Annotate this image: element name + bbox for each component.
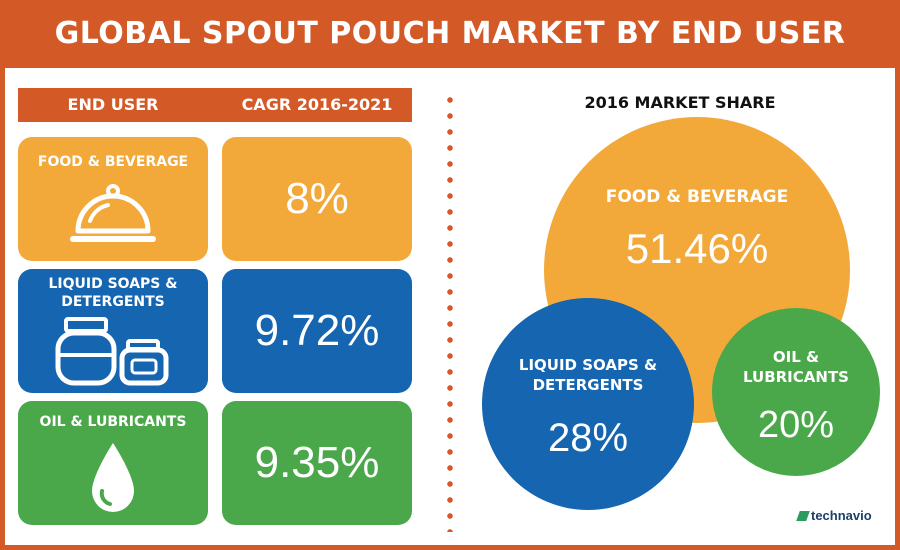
brand-mark-icon: [796, 510, 810, 521]
cagr-card-soaps: 9.72%: [222, 269, 412, 393]
bubble-food-label: FOOD & BEVERAGE: [605, 187, 789, 207]
end-user-card-oil: OIL & LUBRICANTS: [18, 401, 208, 525]
dotted-divider: [447, 92, 453, 532]
bubble-oil: OIL & LUBRICANTS 20%: [712, 308, 880, 476]
oil-drop-icon: [92, 443, 134, 512]
cagr-card-oil: 9.35%: [222, 401, 412, 525]
bubble-soaps: LIQUID SOAPS & DETERGENTS 28%: [482, 298, 694, 510]
end-user-card-food: FOOD & BEVERAGE: [18, 137, 208, 261]
detergent-jars-icon: [55, 317, 169, 386]
cagr-value: 8%: [285, 174, 349, 223]
bubble-oil-label: OIL &: [772, 348, 820, 366]
bubble-food-value: 51.46%: [625, 225, 769, 272]
bubble-soaps-value: 28%: [547, 416, 629, 460]
cagr-value: 9.35%: [254, 438, 380, 487]
serving-cloche-icon: [70, 184, 156, 242]
header-end-user: END USER: [18, 88, 208, 122]
market-share-title: 2016 MARKET SHARE: [584, 93, 776, 112]
end-user-name: LIQUID SOAPS &: [48, 276, 178, 292]
brand-name: technavio: [811, 508, 872, 523]
end-user-name: FOOD & BEVERAGE: [37, 154, 189, 170]
bubble-oil-value: 20%: [757, 404, 835, 446]
end-user-name-line2: DETERGENTS: [61, 294, 165, 310]
header-cagr: CAGR 2016-2021: [222, 88, 412, 122]
bubble-oil-label-line2: LUBRICANTS: [743, 368, 849, 386]
page-title: GLOBAL SPOUT POUCH MARKET BY END USER: [0, 0, 900, 68]
end-user-card-soaps: LIQUID SOAPS & DETERGENTS: [18, 269, 208, 393]
bubble-soaps-label-line2: DETERGENTS: [532, 376, 644, 394]
cagr-card-food: 8%: [222, 137, 412, 261]
cagr-value: 9.72%: [254, 306, 380, 355]
bubble-soaps-label: LIQUID SOAPS &: [518, 356, 658, 374]
brand-logo: technavio: [796, 508, 872, 523]
end-user-name: OIL & LUBRICANTS: [39, 414, 187, 430]
